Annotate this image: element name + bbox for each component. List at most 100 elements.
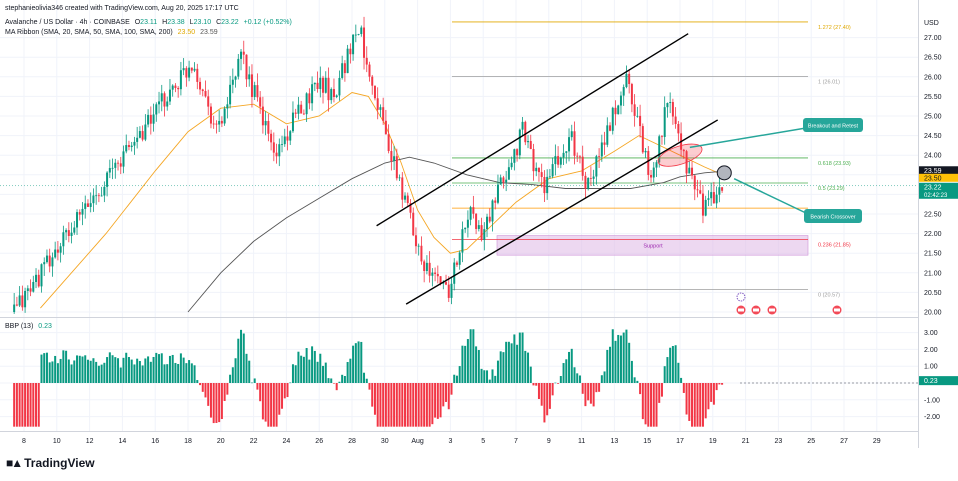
candle-body <box>259 97 262 107</box>
bbp-bar <box>518 332 521 383</box>
event-marker-icon <box>736 292 746 302</box>
ma-value-fast: 23.50 <box>177 29 196 36</box>
price-axis[interactable]: 20.0020.5021.0021.5022.0022.5023.0023.50… <box>919 20 958 317</box>
bbp-bar <box>376 383 379 427</box>
symbol-title: Avalanche / US Dollar · 4h · COINBASE <box>5 19 130 26</box>
bbp-bar <box>357 341 360 383</box>
price-label-box <box>919 182 958 199</box>
bbp-bar <box>439 383 442 418</box>
time-tick-label: 8 <box>22 438 26 445</box>
candle-body <box>54 249 57 258</box>
fib-label: 0.5 (23.29) <box>818 186 845 192</box>
bbp-bar <box>707 383 710 410</box>
candle-body <box>535 167 538 172</box>
candle-body <box>215 123 218 125</box>
fib-label: 1 (26.01) <box>818 79 840 85</box>
candle-body <box>578 156 581 158</box>
candle-body <box>136 137 139 142</box>
bbp-bar <box>188 360 191 383</box>
bbp-bar <box>718 383 721 385</box>
candle-body <box>119 163 122 167</box>
time-tick-label: 15 <box>643 438 651 445</box>
candle-body <box>89 203 92 207</box>
bbp-label: BBP (13) <box>5 323 34 330</box>
bbp-bar <box>179 353 182 383</box>
candle-body <box>576 155 579 157</box>
candle-body <box>587 178 590 189</box>
candle-body <box>168 89 171 102</box>
bbp-bar <box>209 383 212 418</box>
time-tick-label: Aug <box>411 438 424 445</box>
bbp-bar <box>136 358 139 383</box>
bbp-axis[interactable]: -2.00 -1.00 1.00 2.00 3.00 0.23 <box>919 330 958 421</box>
candle-body <box>163 93 166 107</box>
candle-body <box>592 176 595 179</box>
bbp-bar <box>62 350 65 383</box>
bbp-bar <box>658 383 661 403</box>
tradingview-logo[interactable]: ■▲ TradingView <box>6 456 95 470</box>
candle-body <box>527 141 530 143</box>
bbp-legend[interactable]: BBP (13) 0.23 <box>5 322 52 331</box>
bbp-bar <box>480 368 483 383</box>
candle-body <box>401 177 404 200</box>
bbp-bar <box>174 362 177 383</box>
candle-body <box>379 107 382 110</box>
bbp-bar <box>330 378 333 383</box>
bbp-bar <box>652 383 655 427</box>
bbp-bar <box>628 342 631 383</box>
bbp-bar <box>78 355 81 383</box>
candle-body <box>469 207 472 220</box>
bbp-bar <box>275 383 278 427</box>
bbp-bar <box>207 383 210 406</box>
bbp-bar <box>704 383 707 419</box>
candle-body <box>674 116 677 125</box>
bbp-bar <box>365 378 368 383</box>
bbp-bar <box>420 383 423 427</box>
candle-body <box>65 230 68 233</box>
bbp-bar <box>535 383 538 386</box>
bbp-bar <box>259 383 262 402</box>
candle-body <box>559 157 562 165</box>
bbp-bar <box>598 383 601 392</box>
time-axis[interactable]: 8 10 12 14 16 18 20 22 24 26 28 30 Aug 3 5 7 9 11 13 15 17 19… <box>22 438 881 445</box>
ma-value-slow: 23.59 <box>200 29 218 36</box>
bbp-bar <box>305 348 308 383</box>
candle-body <box>327 77 330 101</box>
bbp-bar <box>54 355 57 383</box>
candle-body <box>475 213 478 229</box>
time-tick-label: 22 <box>250 438 258 445</box>
bbp-bar <box>710 383 713 402</box>
bbp-bar <box>163 364 166 383</box>
price-tick-label: 20.00 <box>924 310 942 317</box>
bbp-bar <box>313 350 316 383</box>
candle-body <box>710 192 713 199</box>
candle-body <box>212 123 215 125</box>
bbp-bar <box>562 363 565 383</box>
symbol-legend[interactable]: Avalanche / US Dollar · 4h · COINBASE O2… <box>5 18 292 27</box>
candle-body <box>677 124 680 134</box>
bbp-bar <box>696 383 699 427</box>
bbp-bar <box>149 361 152 383</box>
bbp-value: 0.23 <box>38 323 52 330</box>
ma-ribbon-legend[interactable]: MA Ribbon (SMA, 20, SMA, 50, SMA, 100, S… <box>5 28 218 37</box>
candle-body <box>155 104 158 115</box>
candle-body <box>363 27 366 58</box>
bbp-bar <box>584 383 587 407</box>
bbp-bar <box>395 383 398 427</box>
bbp-bar <box>256 383 259 390</box>
bbp-bar <box>715 383 718 391</box>
bbp-bar <box>647 383 650 427</box>
candle-body <box>86 203 89 207</box>
bbp-bar <box>253 378 256 383</box>
candle-body <box>548 176 551 178</box>
candle-body <box>455 262 458 265</box>
candle-body <box>584 175 587 189</box>
bbp-bar <box>144 358 147 383</box>
bbp-bar <box>477 350 480 383</box>
candle-body <box>182 68 185 71</box>
bbp-bar <box>220 383 223 420</box>
candle-body <box>655 162 658 168</box>
bbp-bar <box>488 379 491 383</box>
candle-body <box>483 229 486 240</box>
